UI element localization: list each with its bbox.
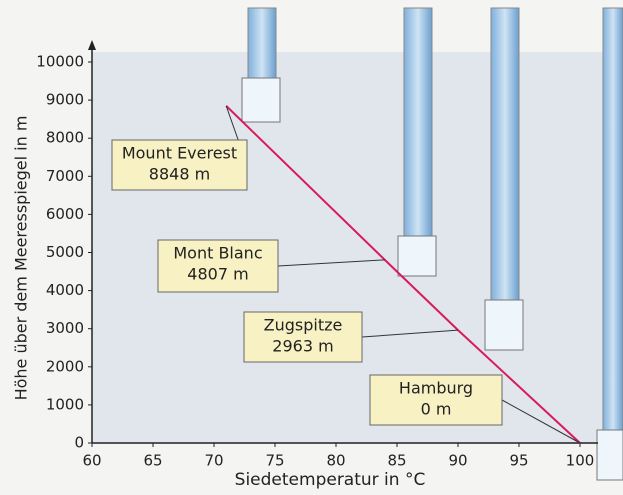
y-axis-label: Höhe über dem Meeresspiegel in m <box>12 116 31 401</box>
x-axis-label: Siedetemperatur in °C <box>235 470 426 490</box>
x-tick-label: 85 <box>387 452 406 470</box>
y-tick-label: 1000 <box>46 395 84 413</box>
annotation-name: Hamburg <box>399 379 473 398</box>
y-tick-label: 4000 <box>46 281 84 299</box>
tube <box>248 8 276 88</box>
tube-water <box>597 430 623 480</box>
tube-water <box>485 300 523 350</box>
tube <box>603 8 623 438</box>
y-tick-label: 0 <box>74 434 84 452</box>
y-axis-arrow <box>88 40 96 50</box>
x-tick-label: 60 <box>82 452 101 470</box>
annotation-value: 8848 m <box>149 165 210 184</box>
tube-water <box>242 78 280 122</box>
annotation-value: 0 m <box>421 400 452 419</box>
x-tick-label: 80 <box>326 452 345 470</box>
y-tick-label: 2000 <box>46 357 84 375</box>
y-tick-label: 3000 <box>46 319 84 337</box>
annotation-name: Zugspitze <box>264 316 343 335</box>
chart: Siedetemperatur in °C Höhe über dem Meer… <box>0 0 623 495</box>
annotation-value: 4807 m <box>187 265 248 284</box>
y-tick-label: 8000 <box>46 129 84 147</box>
y-tick-label: 9000 <box>46 91 84 109</box>
annotation-name: Mount Everest <box>122 144 237 163</box>
tube <box>491 8 519 308</box>
tube-water <box>398 236 436 276</box>
y-tick-label: 7000 <box>46 167 84 185</box>
x-tick-label: 95 <box>509 452 528 470</box>
x-tick-label: 100 <box>566 452 595 470</box>
x-tick-label: 75 <box>265 452 284 470</box>
y-tick-label: 5000 <box>46 243 84 261</box>
tube <box>404 8 432 246</box>
y-tick-label: 10000 <box>36 53 84 71</box>
y-tick-label: 6000 <box>46 205 84 223</box>
x-tick-label: 70 <box>204 452 223 470</box>
x-tick-label: 90 <box>448 452 467 470</box>
annotation-value: 2963 m <box>272 337 333 356</box>
annotation-name: Mont Blanc <box>173 244 262 263</box>
x-tick-label: 65 <box>143 452 162 470</box>
